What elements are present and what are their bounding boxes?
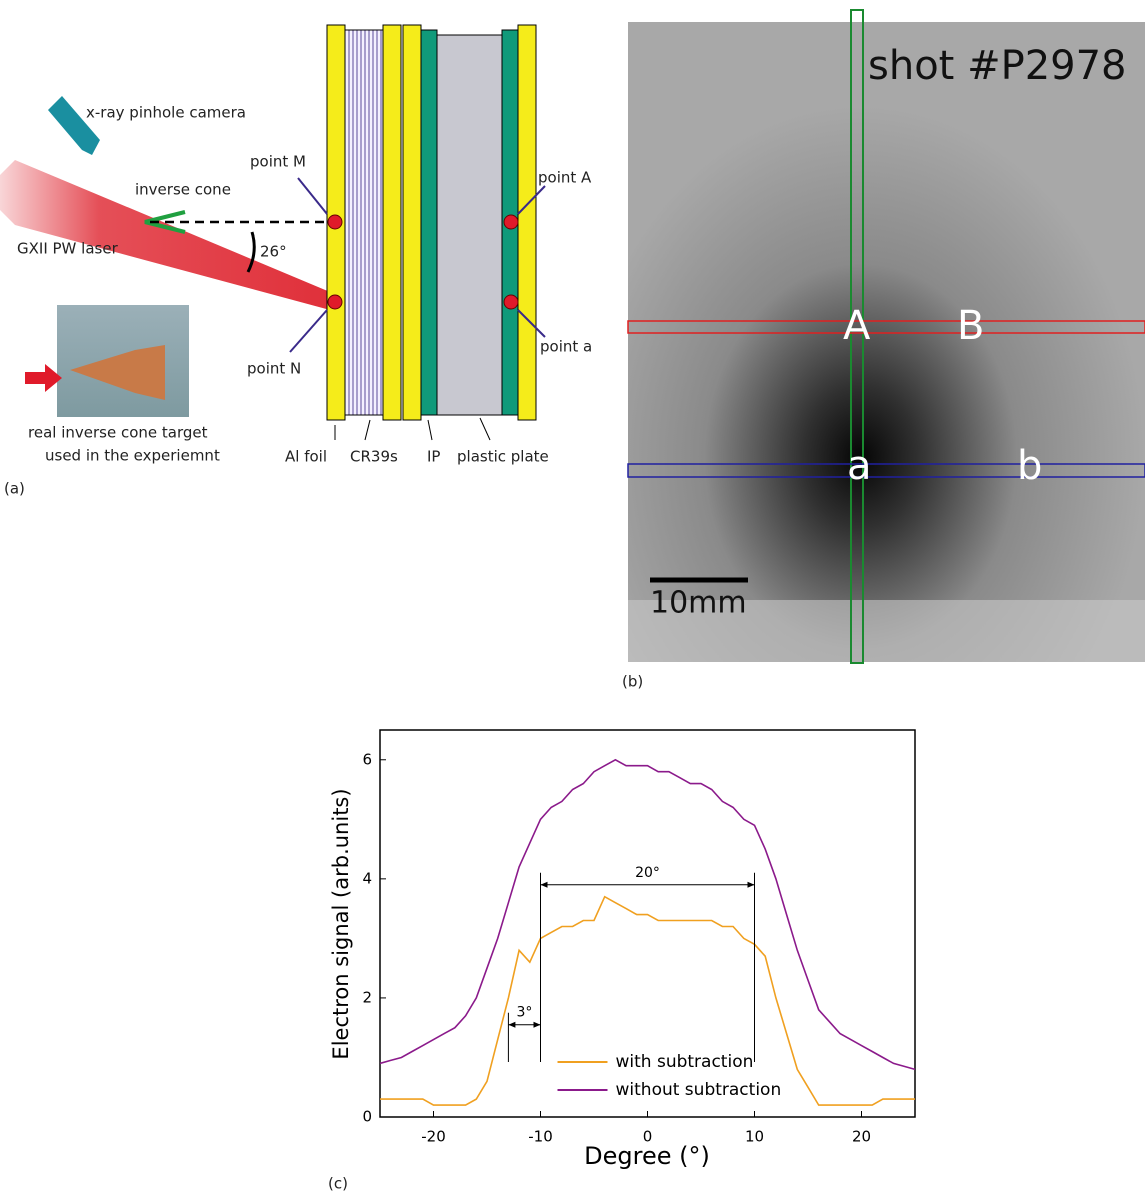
y-axis-label: Electron signal (arb.units) bbox=[329, 788, 353, 1059]
annotation-label: 20° bbox=[635, 865, 660, 881]
text: plastic plate bbox=[457, 448, 549, 466]
camera-icon bbox=[48, 96, 100, 155]
image-edge bbox=[628, 600, 1145, 662]
point bbox=[503, 294, 519, 310]
text: 26° bbox=[260, 243, 287, 261]
text: Al foil bbox=[285, 448, 327, 466]
text: inverse cone bbox=[135, 181, 231, 199]
lineout-box bbox=[850, 9, 864, 664]
angle-arc bbox=[246, 231, 256, 273]
text: a bbox=[847, 443, 872, 489]
lineout-box bbox=[627, 463, 1145, 478]
panel-b: shot #P2978 A B a b 10mm (b) bbox=[622, 9, 1145, 691]
text: b bbox=[1017, 443, 1042, 489]
legend-label: without subtraction bbox=[616, 1080, 782, 1100]
arrow-head bbox=[508, 1021, 541, 1028]
ip bbox=[420, 29, 438, 416]
red-arrow bbox=[25, 364, 62, 392]
plastic-plate bbox=[436, 34, 503, 416]
lineout-box bbox=[627, 320, 1145, 334]
photo-cone bbox=[70, 345, 165, 400]
legend-label: with subtraction bbox=[616, 1052, 754, 1072]
y-tick-label: 4 bbox=[362, 869, 372, 887]
panel-label: (a) bbox=[4, 480, 25, 498]
text: point A bbox=[538, 169, 592, 187]
x-axis-label: Degree (°) bbox=[584, 1142, 710, 1170]
series-line bbox=[380, 895, 915, 1106]
x-tick-label: 20 bbox=[852, 1128, 871, 1146]
text: used in the experiemnt bbox=[45, 447, 220, 465]
point bbox=[327, 294, 343, 310]
series-line bbox=[379, 758, 916, 1071]
text: A bbox=[843, 303, 871, 349]
y-tick-label: 0 bbox=[362, 1108, 372, 1126]
cone-icon bbox=[144, 210, 186, 234]
text: real inverse cone target bbox=[28, 424, 208, 442]
cr39 bbox=[344, 29, 384, 416]
text: B bbox=[957, 303, 984, 349]
text: point N bbox=[247, 360, 301, 378]
x-tick-label: 0 bbox=[643, 1128, 653, 1146]
y-tick-label: 6 bbox=[362, 750, 372, 768]
panel-c: Degree (°) Electron signal (arb.units) (… bbox=[328, 729, 916, 1193]
text: shot #P2978 bbox=[868, 43, 1127, 89]
al-foil bbox=[382, 24, 402, 421]
point bbox=[327, 214, 343, 230]
text: IP bbox=[427, 448, 440, 466]
image bbox=[628, 22, 1145, 662]
text: GXII PW laser bbox=[17, 240, 119, 258]
x-tick-label: -10 bbox=[528, 1128, 553, 1146]
x-tick-label: -20 bbox=[421, 1128, 446, 1146]
text: 10mm bbox=[650, 586, 747, 621]
pointer-arrows bbox=[289, 177, 546, 353]
panel-a: x-ray pinhole camera inverse cone GXII P… bbox=[0, 24, 592, 498]
x-tick-label: 10 bbox=[745, 1128, 764, 1146]
text: point a bbox=[540, 338, 592, 356]
text: x-ray pinhole camera bbox=[86, 104, 246, 122]
panel-label: (b) bbox=[622, 673, 643, 691]
text: CR39s bbox=[350, 448, 398, 466]
al-foil bbox=[517, 24, 537, 421]
al-foil bbox=[402, 24, 422, 421]
annotation-label: 3° bbox=[516, 1005, 532, 1021]
point bbox=[503, 214, 519, 230]
layer-arrows bbox=[334, 417, 491, 441]
text: point M bbox=[250, 153, 306, 171]
y-tick-label: 2 bbox=[362, 988, 372, 1006]
laser-beam bbox=[0, 160, 330, 310]
panel-label: (c) bbox=[328, 1175, 348, 1193]
